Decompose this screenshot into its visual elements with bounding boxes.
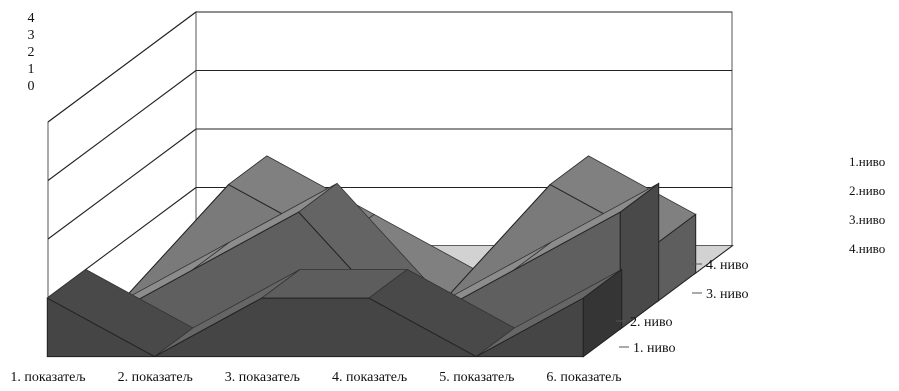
depth-axis-label: 2. ниво	[630, 315, 673, 330]
y-tick-label: 2	[28, 45, 35, 60]
gridline-side	[47, 70, 197, 181]
series-1	[46, 268, 623, 358]
legend-entry: 1.ниво	[849, 154, 885, 169]
x-category-label: 6. показатељ	[546, 370, 621, 385]
legend-entry: 2.ниво	[849, 183, 885, 198]
area-end-cap	[694, 245, 733, 275]
gridline-side	[47, 128, 197, 240]
depth-axis-label: 1. ниво	[633, 341, 676, 356]
depth-axis-label: 4. ниво	[706, 258, 749, 273]
y-tick-label: 4	[28, 11, 35, 26]
depth-axis-label: 3. ниво	[706, 287, 749, 302]
legend-entry: 4.ниво	[849, 241, 885, 256]
y-tick-label: 3	[28, 28, 35, 43]
x-category-label: 3. показатељ	[225, 370, 300, 385]
y-tick-label: 0	[28, 79, 35, 94]
x-category-label: 2. показатељ	[118, 370, 193, 385]
chart-labels: 4 3 2 1 0 1. показатељ 2. показатељ 3. показате…	[10, 11, 885, 385]
legend-entry: 3.ниво	[849, 212, 885, 227]
legend: 1.ниво 2.ниво 3.ниво 4.ниво	[849, 154, 885, 256]
y-tick-label: 1	[28, 62, 35, 77]
chart-series	[46, 155, 734, 358]
area-front-face	[46, 297, 584, 358]
area-end-cap	[582, 268, 623, 358]
x-category-label: 5. показатељ	[439, 370, 514, 385]
gridline-side	[47, 11, 197, 123]
x-category-label: 1. показатељ	[10, 370, 85, 385]
x-category-label: 4. показатељ	[332, 370, 407, 385]
